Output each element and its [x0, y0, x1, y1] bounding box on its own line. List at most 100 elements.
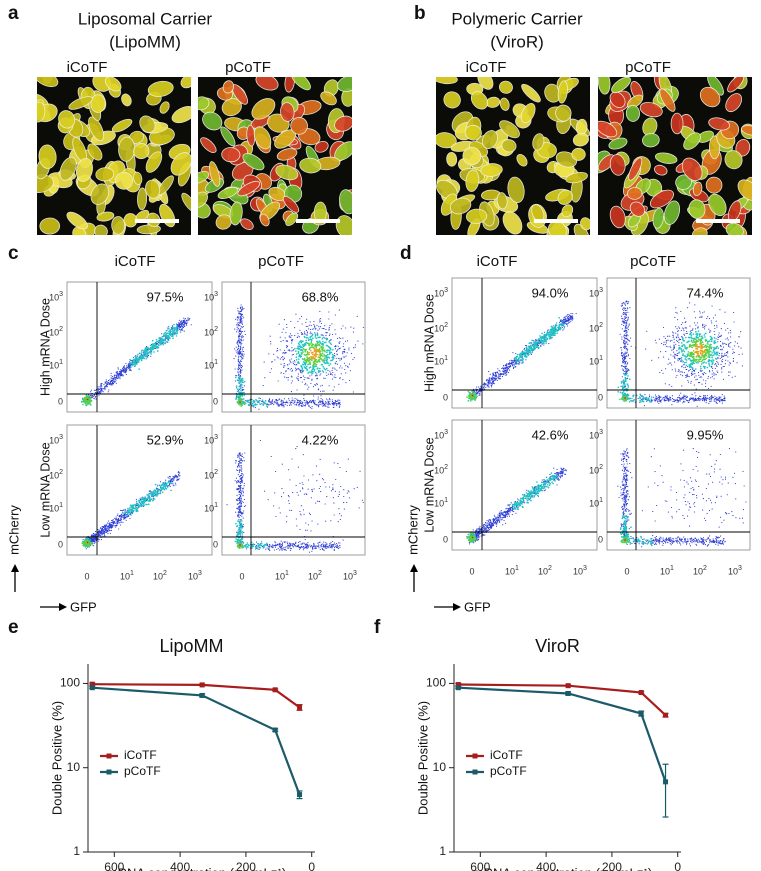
cell — [145, 151, 163, 173]
event-dots — [237, 341, 326, 407]
tick-exponent: 2 — [444, 322, 448, 329]
cell — [147, 80, 174, 97]
x-tick-label: 600 — [470, 860, 490, 871]
tick-exponent: 2 — [599, 464, 603, 471]
panel-title: Polymeric Carrier — [451, 9, 583, 28]
y-tick-label: 1 — [73, 844, 80, 858]
cell — [222, 80, 235, 94]
tick-exponent: 3 — [444, 429, 448, 436]
cell — [608, 137, 628, 150]
cell — [501, 139, 517, 153]
chart-title: ViroR — [535, 636, 580, 656]
tick-exponent: 3 — [583, 565, 587, 572]
cell — [521, 83, 541, 103]
row-label: High mRNA Dose — [38, 298, 52, 396]
error-bar — [662, 763, 669, 818]
tick-exponent: 1 — [214, 502, 218, 509]
column-label: pCoTF — [258, 253, 304, 270]
flow-tick-label: 101 — [275, 570, 289, 582]
axis-label: GFP — [464, 599, 491, 614]
cell — [446, 151, 458, 167]
cell — [683, 132, 701, 150]
flow-tick-label: 0 — [58, 396, 63, 406]
flow-tick-label: 102 — [434, 464, 448, 476]
flow-tick-label: 0 — [58, 539, 63, 549]
tick-exponent: 3 — [198, 570, 202, 577]
cell — [96, 211, 115, 222]
tick-exponent: 1 — [59, 502, 63, 509]
cell — [681, 157, 703, 182]
cell — [275, 164, 299, 181]
cell — [88, 116, 104, 141]
cell — [290, 117, 308, 135]
cells — [436, 77, 590, 235]
cell — [282, 195, 300, 213]
cell — [580, 217, 590, 231]
plot-frame — [66, 424, 213, 556]
point-marker — [565, 690, 571, 696]
flow-plot: 97.5% — [66, 281, 213, 413]
flow-tick-label: 0 — [598, 392, 603, 402]
cell — [481, 130, 499, 149]
cell — [699, 86, 721, 108]
cell — [561, 204, 574, 218]
cell — [502, 211, 523, 235]
cells — [37, 77, 191, 235]
series-line — [458, 686, 667, 783]
cell — [159, 101, 170, 114]
quadrant-percentage: 97.5% — [147, 289, 184, 304]
legend-marker — [106, 753, 112, 759]
cell — [200, 137, 217, 154]
scale-bar — [135, 219, 179, 223]
cell — [198, 202, 211, 219]
cell — [737, 179, 752, 201]
row-label: High mRNA Dose — [422, 294, 436, 392]
cell — [480, 163, 503, 177]
cell — [465, 208, 488, 224]
cell — [496, 192, 508, 210]
cell — [220, 126, 236, 147]
cell — [94, 224, 108, 235]
flow-tick-label: 101 — [660, 565, 674, 577]
plot-frame — [221, 424, 366, 556]
cell — [320, 91, 337, 106]
cell — [221, 147, 241, 163]
flow-plot: 9.95% — [606, 419, 751, 551]
point-marker — [297, 704, 303, 710]
tick-exponent: 3 — [599, 429, 603, 436]
flow-tick-label: 103 — [589, 287, 603, 299]
cell — [727, 77, 745, 93]
cell — [170, 152, 191, 176]
cell — [449, 197, 472, 215]
cell — [557, 189, 573, 205]
image-label: iCoTF — [466, 59, 507, 76]
cell — [181, 192, 191, 213]
panel-subtitle: (ViroR) — [490, 32, 544, 51]
cell — [58, 110, 76, 129]
event-dots — [617, 330, 720, 403]
x-tick-label: 600 — [104, 860, 124, 871]
cell — [111, 216, 126, 235]
x-tick-label: 0 — [674, 860, 681, 871]
cell — [611, 77, 631, 94]
tick-exponent: 2 — [214, 469, 218, 476]
panel-label: f — [374, 617, 381, 638]
cell — [104, 77, 122, 92]
cell — [217, 186, 239, 199]
panel-subtitle: (LipoMM) — [109, 32, 181, 51]
micrograph — [198, 77, 352, 235]
legend-marker — [472, 753, 478, 759]
cell — [299, 157, 322, 174]
flow-tick-label: 103 — [204, 434, 218, 446]
flow-tick-label: 0 — [84, 571, 89, 581]
micrograph — [37, 77, 191, 235]
cell — [465, 169, 480, 192]
cell — [639, 102, 663, 118]
plot-frame — [66, 281, 213, 413]
point-marker — [663, 712, 669, 718]
arrow-head — [11, 564, 19, 572]
tick-exponent: 3 — [444, 287, 448, 294]
cell — [642, 132, 660, 148]
cell — [39, 217, 61, 235]
flow-plot: 68.8% — [221, 281, 366, 413]
